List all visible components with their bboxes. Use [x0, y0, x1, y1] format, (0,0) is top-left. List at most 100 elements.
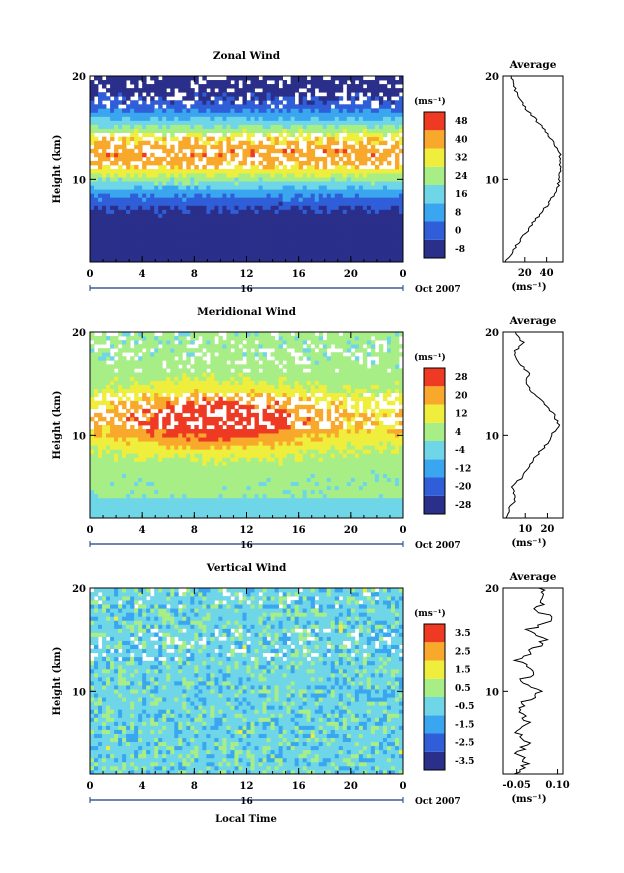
heatmap-cell: [282, 225, 288, 231]
heatmap-cell: [294, 148, 300, 154]
heatmap-cell: [146, 229, 151, 235]
heatmap-cell: [134, 404, 139, 410]
heatmap-cell: [178, 108, 183, 113]
heatmap-cell: [210, 513, 215, 519]
heatmap-cell: [126, 189, 131, 194]
heatmap-cell: [282, 257, 288, 263]
heatmap-cell: [118, 368, 123, 373]
heatmap-cell: [290, 185, 296, 190]
heatmap-cell: [170, 116, 175, 121]
heatmap-cell: [370, 221, 376, 227]
heatmap-cell: [230, 185, 235, 190]
heatmap-cell: [126, 128, 131, 134]
heatmap-cell: [142, 253, 147, 259]
heatmap-cell: [106, 96, 111, 101]
heatmap-cell: [174, 513, 179, 519]
heatmap-cell: [166, 485, 171, 491]
heatmap-cell: [370, 148, 376, 154]
heatmap-cell: [178, 189, 183, 194]
heatmap-cell: [346, 233, 352, 239]
heatmap-cell: [114, 469, 119, 474]
heatmap-cell: [250, 372, 255, 377]
heatmap-cell: [122, 473, 127, 478]
heatmap-cell: [142, 497, 147, 503]
heatmap-cell: [150, 201, 155, 206]
heatmap-cell: [134, 457, 139, 462]
heatmap-cell: [358, 185, 364, 190]
heatmap-cell: [238, 185, 243, 190]
heatmap-cell: [210, 376, 215, 381]
heatmap-cell: [286, 229, 292, 235]
heatmap-cell: [294, 169, 300, 174]
heatmap-cell: [246, 356, 251, 361]
heatmap-cell: [162, 396, 167, 402]
heatmap-cell: [202, 376, 207, 381]
heatmap-cell: [258, 140, 263, 146]
heatmap-cell: [242, 185, 247, 190]
heatmap-cell: [186, 257, 191, 263]
heatmap-cell: [294, 108, 300, 113]
heatmap-cell: [150, 388, 155, 394]
heatmap-cell: [250, 189, 255, 194]
heatmap-cell: [226, 412, 231, 418]
heatmap-cell: [326, 132, 332, 138]
heatmap-cell: [110, 201, 115, 206]
heatmap-cell: [390, 205, 396, 210]
heatmap-cell: [146, 253, 151, 259]
heatmap-cell: [382, 132, 388, 138]
heatmap-cell: [194, 120, 199, 125]
colorbar-swatch: [424, 239, 445, 258]
heatmap-cell: [170, 197, 175, 202]
heatmap-cell: [94, 453, 99, 458]
heatmap-cell: [394, 160, 400, 166]
heatmap-cell: [90, 257, 95, 263]
heatmap-cell: [158, 364, 163, 369]
heatmap-cell: [238, 233, 243, 239]
heatmap-cell: [242, 169, 247, 174]
heatmap-cell: [118, 388, 123, 394]
heatmap-cell: [198, 437, 203, 442]
heatmap-cell: [198, 481, 203, 487]
heatmap-cell: [158, 396, 163, 402]
heatmap-cell: [190, 148, 195, 154]
heatmap-cell: [122, 253, 127, 259]
heatmap-cell: [218, 201, 223, 206]
heatmap-cell: [278, 253, 284, 259]
heatmap-cell: [234, 493, 239, 499]
heatmap-cell: [118, 173, 123, 178]
heatmap-cell: [270, 164, 275, 170]
heatmap-cell: [262, 205, 267, 210]
heatmap-cell: [254, 433, 259, 438]
heatmap-cell: [206, 437, 211, 442]
heatmap-cell: [110, 505, 115, 511]
heatmap-cell: [122, 96, 127, 101]
heatmap-cell: [94, 217, 99, 222]
heatmap-cell: [134, 257, 139, 263]
heatmap-cell: [94, 513, 99, 519]
heatmap-cell: [326, 144, 332, 150]
heatmap-cell: [170, 160, 175, 166]
heatmap-cell: [90, 384, 95, 390]
heatmap-cell: [170, 372, 175, 377]
heatmap-cell: [130, 241, 135, 247]
heatmap-cell: [122, 429, 127, 434]
heatmap-cell: [254, 245, 259, 251]
heatmap-cell: [258, 128, 263, 134]
heatmap-cell: [218, 181, 223, 186]
heatmap-cell: [198, 144, 203, 150]
heatmap-cell: [166, 396, 171, 402]
heatmap-cell: [114, 225, 119, 231]
heatmap-cell: [222, 493, 227, 499]
heatmap-cell: [150, 88, 155, 93]
heatmap-cell: [142, 489, 147, 495]
heatmap-cell: [190, 92, 195, 97]
heatmap-cell: [122, 225, 127, 231]
heatmap-cell: [174, 241, 179, 247]
heatmap-cell: [226, 465, 231, 470]
heatmap-cell: [186, 501, 191, 507]
heatmap-cell: [178, 100, 183, 105]
heatmap-cell: [354, 201, 360, 206]
heatmap-cell: [118, 84, 123, 89]
heatmap-cell: [386, 221, 392, 227]
heatmap-cell: [222, 420, 227, 426]
